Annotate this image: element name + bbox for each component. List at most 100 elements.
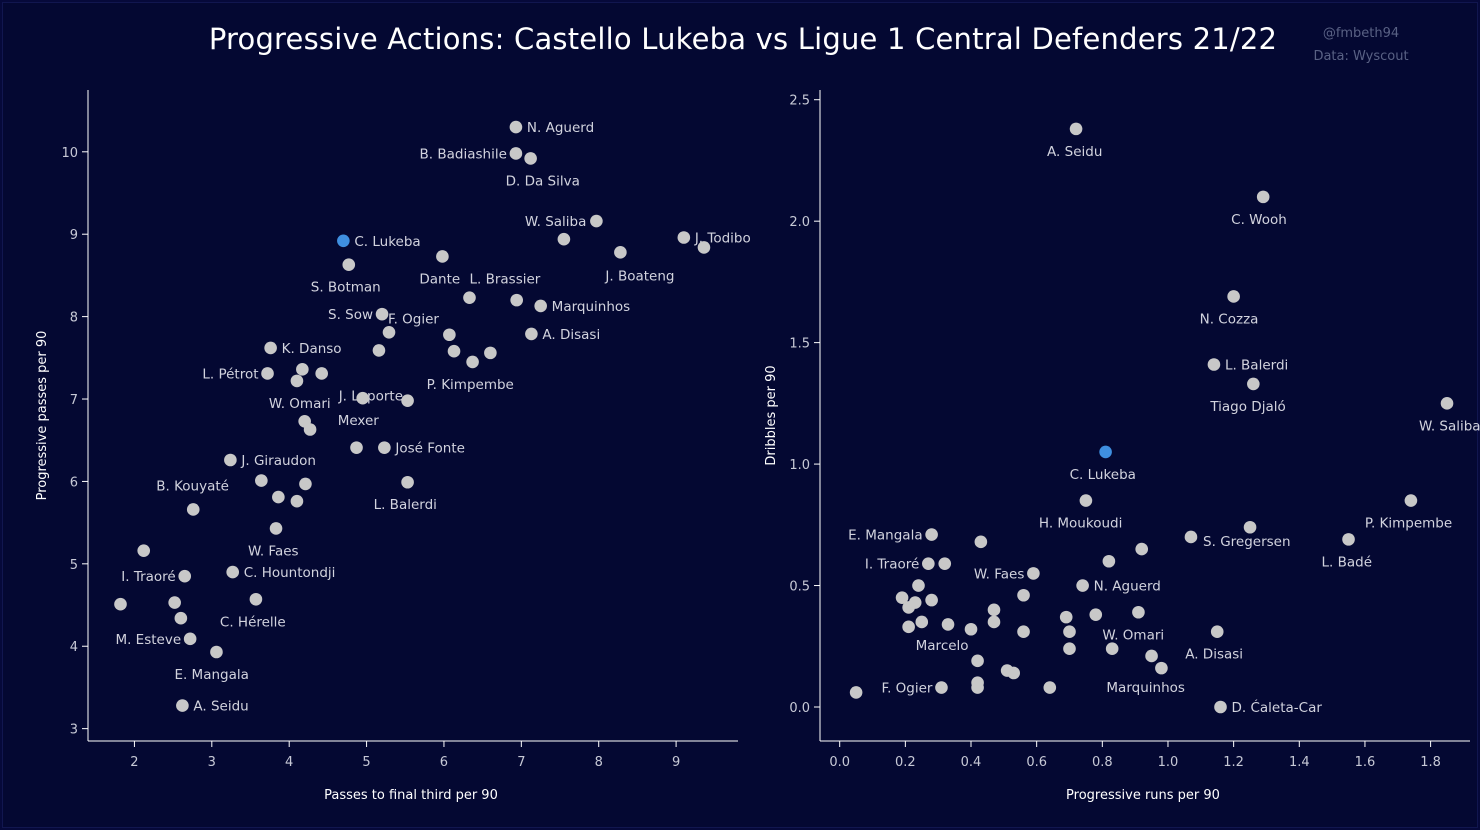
y-tick-label: 6 xyxy=(70,475,78,490)
player-point xyxy=(350,441,363,454)
player-point xyxy=(1342,533,1355,546)
player-point xyxy=(590,214,603,228)
player-point xyxy=(226,565,240,579)
player-point xyxy=(1063,642,1076,655)
player-point xyxy=(1404,494,1418,507)
player-label: J. Boateng xyxy=(604,268,674,284)
player-label: C. Hérelle xyxy=(220,614,286,630)
player-point xyxy=(174,611,188,625)
player-label: S. Botman xyxy=(311,280,381,296)
player-label: K. Danso xyxy=(282,341,342,357)
player-point xyxy=(447,344,461,358)
player-point xyxy=(922,557,935,570)
player-label: A. Disasi xyxy=(1185,647,1243,663)
y-tick-label: 10 xyxy=(61,146,78,161)
player-point xyxy=(114,597,127,611)
y-tick-label: 9 xyxy=(70,228,78,243)
player-label: L. Balerdi xyxy=(1225,357,1288,373)
player-point xyxy=(463,291,476,304)
player-point xyxy=(137,544,151,557)
player-label: H. Moukoudi xyxy=(1039,516,1122,532)
player-label: B. Kouyaté xyxy=(156,478,229,494)
player-point xyxy=(1017,625,1030,638)
player-point xyxy=(1017,588,1030,602)
player-point xyxy=(1243,520,1257,534)
x-tick-label: 4 xyxy=(285,755,293,770)
x-tick-label: 3 xyxy=(208,755,216,770)
player-point xyxy=(1079,494,1093,507)
player-point xyxy=(1214,700,1227,714)
player-label: F. Ogier xyxy=(388,311,439,327)
player-label: E. Mangala xyxy=(848,528,922,544)
player-label: M. Esteve xyxy=(115,632,181,648)
right-scatter-plot: 0.0 0.2 0.4 0.6 0.8 1.0 1.2 1.4 1.6 1.8 0.0 0.5 1.0 1… xyxy=(764,90,1480,803)
highlighted-player-point xyxy=(1099,445,1112,459)
x-axis-label: Progressive runs per 90 xyxy=(1066,788,1220,803)
y-tick-label: 3 xyxy=(70,723,78,738)
x-tick-label: 1.6 xyxy=(1355,755,1376,770)
player-point xyxy=(342,258,356,271)
player-label: L. Pétrot xyxy=(202,366,258,382)
player-point xyxy=(1155,661,1168,675)
highlighted-player-point xyxy=(337,234,350,248)
player-point xyxy=(912,579,925,592)
credit-source: Data: Wyscout xyxy=(1313,49,1409,64)
player-point xyxy=(902,620,915,634)
x-tick-label: 6 xyxy=(440,755,448,770)
player-label: I. Traoré xyxy=(121,569,175,585)
player-point xyxy=(210,645,223,659)
player-point xyxy=(375,307,389,321)
player-label: J. Laporte xyxy=(338,388,403,404)
player-label: P. Kimpembe xyxy=(427,377,514,393)
x-tick-label: 9 xyxy=(672,755,680,770)
player-point xyxy=(290,374,304,388)
credit-handle: @fmbeth94 xyxy=(1322,26,1400,41)
player-label: B. Badiashile xyxy=(420,146,507,162)
player-point xyxy=(925,593,938,607)
player-label: D. Ćaleta-Car xyxy=(1232,698,1323,716)
player-label: L. Brassier xyxy=(469,272,540,288)
player-point xyxy=(1184,530,1198,544)
player-point xyxy=(436,250,449,263)
x-tick-label: 5 xyxy=(362,755,370,770)
player-point xyxy=(224,453,237,467)
x-axis-label: Passes to final third per 90 xyxy=(324,788,498,803)
player-point xyxy=(1069,122,1083,136)
player-label: C. Lukeba xyxy=(354,234,420,250)
player-label: W. Saliba xyxy=(525,214,587,230)
player-point xyxy=(614,246,627,259)
player-point xyxy=(176,699,189,712)
player-point xyxy=(925,528,938,541)
player-point xyxy=(987,615,1001,629)
player-point xyxy=(915,615,929,629)
player-point xyxy=(178,569,192,583)
player-label: F. Ogier xyxy=(881,681,932,697)
player-point xyxy=(443,328,456,342)
player-point xyxy=(1210,625,1224,638)
player-label: W. Omari xyxy=(269,396,331,412)
player-point xyxy=(1247,377,1260,391)
player-label: N. Aguerd xyxy=(527,120,594,136)
player-label: Marquinhos xyxy=(552,299,631,315)
player-point xyxy=(935,681,948,694)
x-tick-label: 1.0 xyxy=(1158,755,1179,770)
player-point xyxy=(269,522,283,535)
player-label: C. Wooh xyxy=(1231,212,1287,228)
player-point xyxy=(509,147,523,160)
player-point xyxy=(255,474,268,487)
y-tick-label: 1.5 xyxy=(789,337,810,352)
player-point xyxy=(186,503,200,516)
player-label: Tiago Djaló xyxy=(1209,399,1285,415)
player-label: C. Lukeba xyxy=(1070,467,1136,483)
player-point xyxy=(938,557,952,570)
player-label: I. Traoré xyxy=(865,557,919,573)
player-point xyxy=(902,601,915,614)
player-point xyxy=(1027,567,1040,580)
player-point xyxy=(1076,579,1089,592)
player-point xyxy=(964,622,978,636)
player-label: L. Balerdi xyxy=(374,497,437,513)
y-tick-label: 0.5 xyxy=(789,580,810,595)
player-point xyxy=(1059,610,1073,624)
y-tick-label: 7 xyxy=(70,393,78,408)
